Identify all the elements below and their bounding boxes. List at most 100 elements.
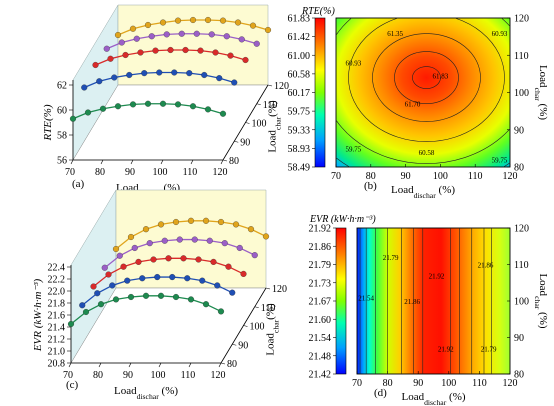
b-y-axis-title-main: Load	[537, 65, 549, 88]
c-y-tick-mark	[220, 362, 226, 365]
a-x-tick-mark	[190, 159, 194, 165]
c-x-tick-mark	[98, 362, 102, 368]
b-contour-label: 61.35	[387, 30, 403, 38]
a-y-tick-label: 120	[274, 81, 289, 92]
b-y-axis-title: Loadchar (%)	[534, 65, 550, 120]
c-y-tick-mark	[243, 325, 248, 327]
d-x-axis-title: Loaddischar (%)	[401, 391, 465, 406]
d-contour-label: 21.86	[404, 298, 420, 306]
c-x-tick-label: 120	[211, 370, 226, 381]
b-y-axis-title-sub: char	[534, 88, 543, 102]
b-x-axis-title-unit: (%)	[436, 184, 456, 196]
c-data-point-100	[180, 255, 187, 262]
panel-a-3d-line-chart: 70 80 90 100 110 120809010011012056586062Load…	[42, 4, 289, 198]
c-z-tick-label: 20.8	[48, 359, 66, 370]
d-y-axis-title-sub: char	[534, 296, 543, 310]
d-x-tick-label: 110	[472, 378, 487, 389]
a-x-tick-label: 70	[65, 167, 75, 178]
a-data-point-80	[129, 101, 137, 108]
a-data-point-110	[148, 33, 155, 40]
b-colorbar-label: 61.83	[288, 14, 311, 25]
a-x-tick-label: 120	[213, 167, 228, 178]
a-data-point-100	[137, 49, 144, 56]
c-z-tick-label: 21.4	[48, 323, 66, 334]
d-heat-field	[357, 228, 510, 374]
c-data-point-100	[120, 263, 127, 270]
c-data-point-90	[79, 302, 86, 309]
c-data-point-90	[229, 289, 236, 296]
d-colorbar-label: 21.60	[309, 315, 332, 326]
a-y-axis-title-main: Load	[267, 130, 279, 153]
b-contour-label: 59.75	[492, 157, 508, 165]
c-x-tick-label: 80	[93, 370, 103, 381]
a-data-point-90	[216, 75, 223, 82]
a-z-axis-title: RTE(%)	[42, 104, 54, 141]
a-data-point-80	[144, 100, 152, 107]
panel-c-3d-line-chart: 70 80 90 100 110 120809010011012020.821.021.2…	[32, 189, 287, 401]
a-y-tick-label: 80	[229, 156, 239, 167]
d-y-tick-label: 90	[514, 333, 524, 344]
c-x-tick-label: 70	[63, 370, 73, 381]
a-data-point-80	[159, 100, 167, 107]
c-y-tick-mark	[265, 287, 271, 290]
c-data-point-80	[202, 301, 210, 308]
d-colorbar	[335, 227, 347, 375]
a-data-point-100	[167, 46, 174, 54]
c-data-point-110	[116, 252, 123, 259]
a-y-tick-mark	[267, 84, 273, 87]
d-contour-label: 21.86	[478, 262, 494, 270]
a-y-tick-label: 110	[263, 100, 278, 111]
b-contour-label: 60.93	[346, 60, 362, 68]
panel-label-b: (b)	[364, 180, 377, 192]
b-contour-line-61.35	[394, 51, 459, 104]
c-y-tick-mark	[254, 306, 259, 309]
a-data-point-100	[212, 49, 219, 56]
c-data-point-90	[214, 282, 221, 289]
d-colorbar-label: 21.92	[309, 224, 332, 235]
c-y-axis-title-main: Load	[265, 333, 277, 356]
b-heat-field	[336, 18, 510, 167]
a-data-point-80	[219, 110, 227, 117]
d-colorbar-label: 21.48	[309, 351, 332, 362]
c-y-axis-title-sub: char	[271, 319, 280, 333]
d-y-tick-label: 80	[514, 370, 524, 381]
a-data-point-120	[264, 26, 272, 34]
c-data-point-120	[202, 217, 210, 224]
c-data-point-90	[94, 290, 101, 297]
b-y-tick-label: 110	[514, 51, 529, 62]
b-x-tick-label: 70	[331, 171, 341, 182]
c-data-point-80	[127, 293, 135, 301]
a-data-point-90	[141, 70, 148, 77]
b-contour-line-60.58	[348, 18, 505, 142]
b-title: RTE(%)	[301, 6, 335, 17]
d-y-tick-label: 120	[514, 224, 529, 235]
c-z-tick-label: 21.0	[48, 347, 66, 358]
c-data-point-110	[101, 264, 108, 271]
b-contour-label: 61.83	[433, 73, 449, 81]
a-data-point-90	[126, 71, 133, 79]
c-z-tick-label: 21.2	[48, 335, 66, 346]
a-y-axis-title-unit: (%)	[267, 100, 279, 117]
a-data-point-90	[156, 69, 163, 76]
c-data-point-80	[157, 292, 165, 299]
c-data-point-80	[187, 296, 195, 303]
a-x-tick-label: 90	[125, 167, 135, 178]
b-x-tick-label: 80	[366, 171, 376, 182]
b-colorbar	[314, 17, 326, 168]
b-y-axis-title-unit: (%)	[537, 101, 549, 121]
a-data-point-110	[163, 31, 170, 38]
a-data-point-80	[189, 103, 197, 110]
panel-b-contour-heatmap: 70 80 90 100 110 1208090100110120Loaddischar …	[288, 6, 550, 200]
a-data-point-100	[242, 56, 249, 64]
d-x-tick-label: 70	[352, 378, 362, 389]
c-data-point-90	[139, 275, 146, 282]
a-data-point-90	[171, 69, 178, 76]
a-data-point-80	[114, 103, 122, 110]
a-y-axis-title: Loadchar(%)	[267, 100, 283, 153]
c-data-point-80	[67, 320, 75, 328]
c-z-tick-label: 22.0	[48, 287, 66, 298]
d-x-axis-title-sub: dischar	[424, 398, 447, 406]
d-contour-label: 21.79	[383, 254, 399, 262]
a-x-tick-mark	[220, 159, 224, 165]
